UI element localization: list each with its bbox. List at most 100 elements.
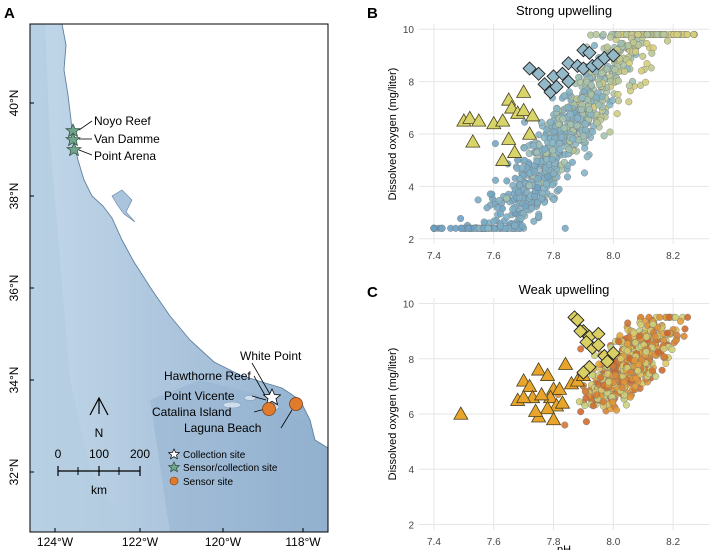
triangle-marker xyxy=(539,367,556,381)
sensor-site-circle-icon xyxy=(169,476,179,486)
lat-tick-label: 34°N xyxy=(7,367,21,394)
site-label: Point Arena xyxy=(94,149,156,163)
data-point xyxy=(591,42,599,50)
diamond-marker xyxy=(522,61,537,76)
data-point xyxy=(521,156,529,164)
scale-tick-label: 100 xyxy=(89,447,109,461)
data-point xyxy=(637,81,645,89)
data-point xyxy=(656,313,664,321)
data-point xyxy=(561,224,569,232)
y-tick-label: 8 xyxy=(408,78,414,89)
sensor-site-circle-icon xyxy=(289,397,303,411)
x-axis-label: pH xyxy=(557,544,571,550)
data-point xyxy=(564,173,572,181)
data-point xyxy=(600,132,608,140)
data-point xyxy=(599,398,607,406)
latitude-axis: 40°N 38°N 36°N 34°N 32°N xyxy=(7,90,34,485)
sensor-collection-star-icon xyxy=(167,461,181,473)
data-point xyxy=(486,190,494,198)
legend-label: Sensor site xyxy=(183,477,233,488)
data-point xyxy=(626,393,634,401)
data-point xyxy=(585,105,593,113)
data-point xyxy=(664,37,672,45)
data-point xyxy=(452,224,460,232)
data-point xyxy=(614,77,622,85)
data-point xyxy=(673,31,681,39)
data-point xyxy=(681,325,689,333)
data-point xyxy=(565,88,573,96)
data-point xyxy=(680,332,688,340)
data-point xyxy=(503,177,511,185)
data-point xyxy=(581,120,589,128)
data-point xyxy=(530,142,538,150)
data-point xyxy=(493,204,501,212)
diamond-marker xyxy=(570,312,585,328)
diamond-marker xyxy=(600,354,615,369)
data-point xyxy=(577,345,585,353)
diamond-marker xyxy=(531,66,546,81)
data-point xyxy=(557,133,565,141)
triangle-marker xyxy=(524,107,541,122)
y-tick-label: 4 xyxy=(408,182,414,193)
data-point xyxy=(535,131,543,139)
triangle-marker xyxy=(539,400,556,415)
data-point xyxy=(660,31,668,39)
data-point xyxy=(484,224,492,232)
diamond-marker xyxy=(573,324,588,339)
collection-star-icon xyxy=(262,388,282,406)
data-point xyxy=(605,378,613,386)
sensor-collection-star-icon xyxy=(66,142,82,157)
data-point xyxy=(660,353,668,361)
panel-b-letter: B xyxy=(367,5,378,22)
data-point xyxy=(550,128,558,136)
data-point xyxy=(652,372,660,380)
triangle-marker xyxy=(545,411,562,426)
triangle-marker xyxy=(554,395,571,409)
panel-a-letter: A xyxy=(4,5,15,22)
data-point xyxy=(474,196,482,204)
scatter-panel-weak-upwelling: C Weak upwelling 7.4 7.6 7.8 8.0 8.2 246810 … xyxy=(367,282,709,550)
data-point xyxy=(597,374,605,382)
data-point xyxy=(592,93,600,101)
x-tick-label: 7.4 xyxy=(427,251,441,262)
data-point xyxy=(560,124,568,132)
data-point xyxy=(609,96,617,104)
data-point xyxy=(531,193,539,201)
data-point xyxy=(533,184,541,192)
diamond-marker xyxy=(606,48,621,63)
data-point xyxy=(615,338,623,346)
lon-tick-label: 122°W xyxy=(122,535,159,549)
diamond-marker xyxy=(582,45,597,60)
data-point xyxy=(660,345,668,353)
triangle-marker xyxy=(471,113,487,127)
triangle-marker xyxy=(521,378,538,393)
data-point xyxy=(548,139,556,147)
x-tick-label: 7.8 xyxy=(547,251,561,262)
data-point xyxy=(438,224,446,232)
data-point xyxy=(543,180,551,188)
data-point xyxy=(579,132,587,140)
data-point xyxy=(587,81,595,89)
diamond-marker xyxy=(537,77,552,92)
data-point xyxy=(677,317,685,325)
lat-tick-label: 40°N xyxy=(7,90,21,117)
site-label: Catalina Island xyxy=(152,405,231,419)
data-point xyxy=(528,204,536,212)
diamond-marker xyxy=(606,346,621,361)
data-point xyxy=(645,313,653,321)
data-point xyxy=(541,145,549,153)
data-point xyxy=(611,66,619,74)
data-point xyxy=(556,145,564,153)
data-point xyxy=(593,119,601,127)
data-point xyxy=(430,224,438,232)
x-tick-label: 8.0 xyxy=(606,251,620,262)
north-arrow-icon: N xyxy=(89,396,109,440)
data-point xyxy=(606,128,614,136)
data-point xyxy=(538,195,546,203)
site-label: Laguna Beach xyxy=(184,421,261,435)
south-sites: White Point Hawthorne Reef Point Vicente… xyxy=(152,349,303,435)
data-point xyxy=(595,101,603,109)
data-point xyxy=(483,204,491,212)
data-point xyxy=(614,90,622,98)
data-point xyxy=(511,221,519,229)
